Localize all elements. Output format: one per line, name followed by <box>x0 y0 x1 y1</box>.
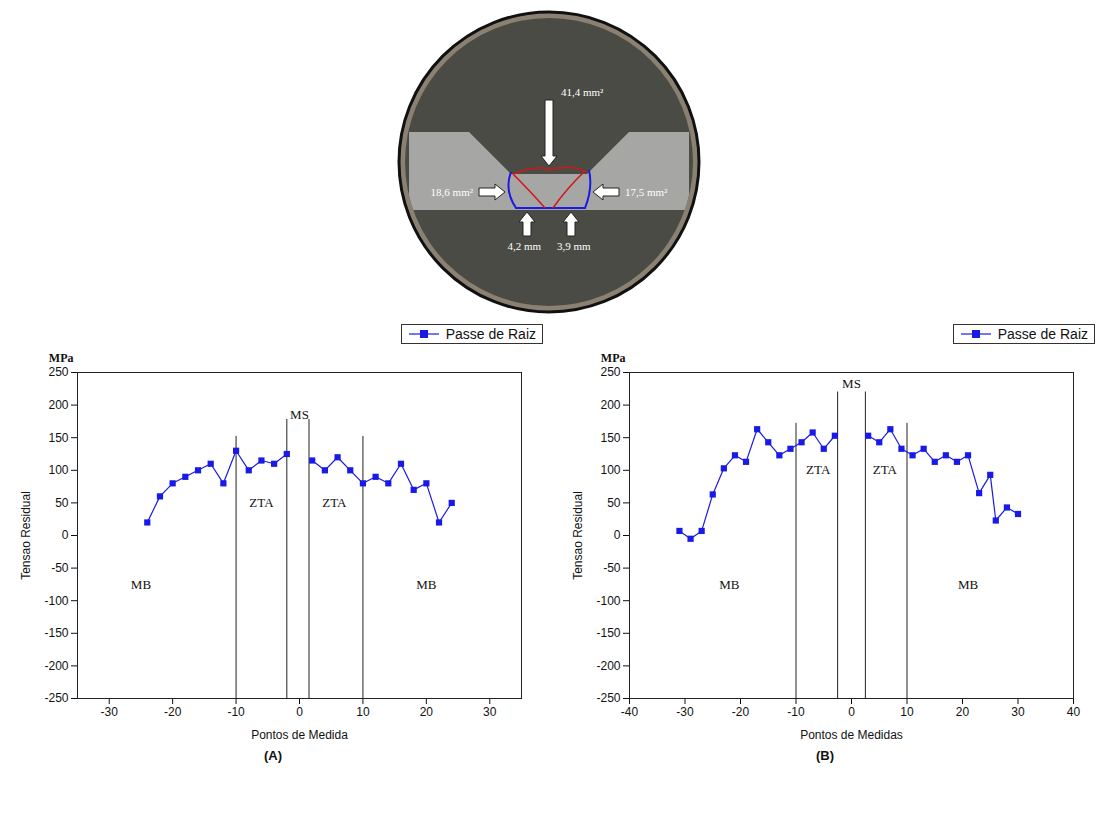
svg-text:4,2 mm: 4,2 mm <box>507 240 541 252</box>
html-text:(A): (A) <box>264 748 282 763</box>
svg-text:-20: -20 <box>732 705 750 719</box>
svg-text:ZTA: ZTA <box>873 462 898 477</box>
svg-text:MB: MB <box>958 577 979 592</box>
svg-text:0: 0 <box>62 528 69 542</box>
svg-text:MS: MS <box>842 376 861 391</box>
svg-text:0: 0 <box>296 705 303 719</box>
svg-text:Pontos de Medidas: Pontos de Medidas <box>800 728 903 742</box>
svg-text:50: 50 <box>55 496 69 510</box>
svg-text:Tensao Residual: Tensao Residual <box>571 491 585 580</box>
svg-text:0: 0 <box>614 528 621 542</box>
svg-text:-100: -100 <box>596 594 620 608</box>
html-text:Passe de Raiz: Passe de Raiz <box>445 326 536 342</box>
svg-text:ZTA: ZTA <box>806 462 831 477</box>
svg-text:Pontos de Medida: Pontos de Medida <box>251 728 348 742</box>
svg-text:MPa: MPa <box>601 351 626 365</box>
svg-text:-100: -100 <box>44 594 68 608</box>
svg-text:100: 100 <box>48 463 68 477</box>
svg-text:Tensao Residual: Tensao Residual <box>19 491 33 580</box>
svg-text:-150: -150 <box>596 626 620 640</box>
svg-text:0: 0 <box>848 705 855 719</box>
svg-text:-250: -250 <box>596 691 620 705</box>
svg-text:20: 20 <box>956 705 970 719</box>
svg-text:30: 30 <box>1011 705 1025 719</box>
svg-text:100: 100 <box>600 463 620 477</box>
svg-text:-250: -250 <box>44 691 68 705</box>
svg-text:ZTA: ZTA <box>322 495 347 510</box>
svg-text:3,9 mm: 3,9 mm <box>557 240 591 252</box>
svg-text:-150: -150 <box>44 626 68 640</box>
svg-text:MB: MB <box>719 577 740 592</box>
svg-text:10: 10 <box>900 705 914 719</box>
svg-text:20: 20 <box>420 705 434 719</box>
svg-text:MB: MB <box>131 577 152 592</box>
svg-text:250: 250 <box>48 365 68 379</box>
svg-text:-30: -30 <box>676 705 694 719</box>
html-text:Passe de Raiz: Passe de Raiz <box>997 326 1088 342</box>
svg-text:17,5 mm²: 17,5 mm² <box>625 186 668 198</box>
svg-text:-200: -200 <box>596 659 620 673</box>
svg-text:-10: -10 <box>227 705 245 719</box>
svg-text:-10: -10 <box>787 705 805 719</box>
svg-text:ZTA: ZTA <box>249 495 274 510</box>
svg-text:200: 200 <box>48 398 68 412</box>
svg-text:41,4 mm²: 41,4 mm² <box>561 86 604 98</box>
svg-text:50: 50 <box>607 496 621 510</box>
svg-text:-50: -50 <box>51 561 69 575</box>
svg-text:150: 150 <box>600 431 620 445</box>
svg-text:40: 40 <box>1067 705 1081 719</box>
svg-text:-200: -200 <box>44 659 68 673</box>
svg-text:250: 250 <box>600 365 620 379</box>
svg-text:30: 30 <box>483 705 497 719</box>
svg-text:150: 150 <box>48 431 68 445</box>
svg-text:MPa: MPa <box>49 351 74 365</box>
svg-text:-50: -50 <box>603 561 621 575</box>
svg-text:18,6 mm²: 18,6 mm² <box>431 186 474 198</box>
html-text:(B): (B) <box>816 748 834 763</box>
svg-text:-20: -20 <box>164 705 182 719</box>
svg-text:-40: -40 <box>621 705 639 719</box>
svg-text:-30: -30 <box>101 705 119 719</box>
svg-text:MB: MB <box>416 577 437 592</box>
svg-text:10: 10 <box>356 705 370 719</box>
svg-text:MS: MS <box>290 407 309 422</box>
svg-text:200: 200 <box>600 398 620 412</box>
